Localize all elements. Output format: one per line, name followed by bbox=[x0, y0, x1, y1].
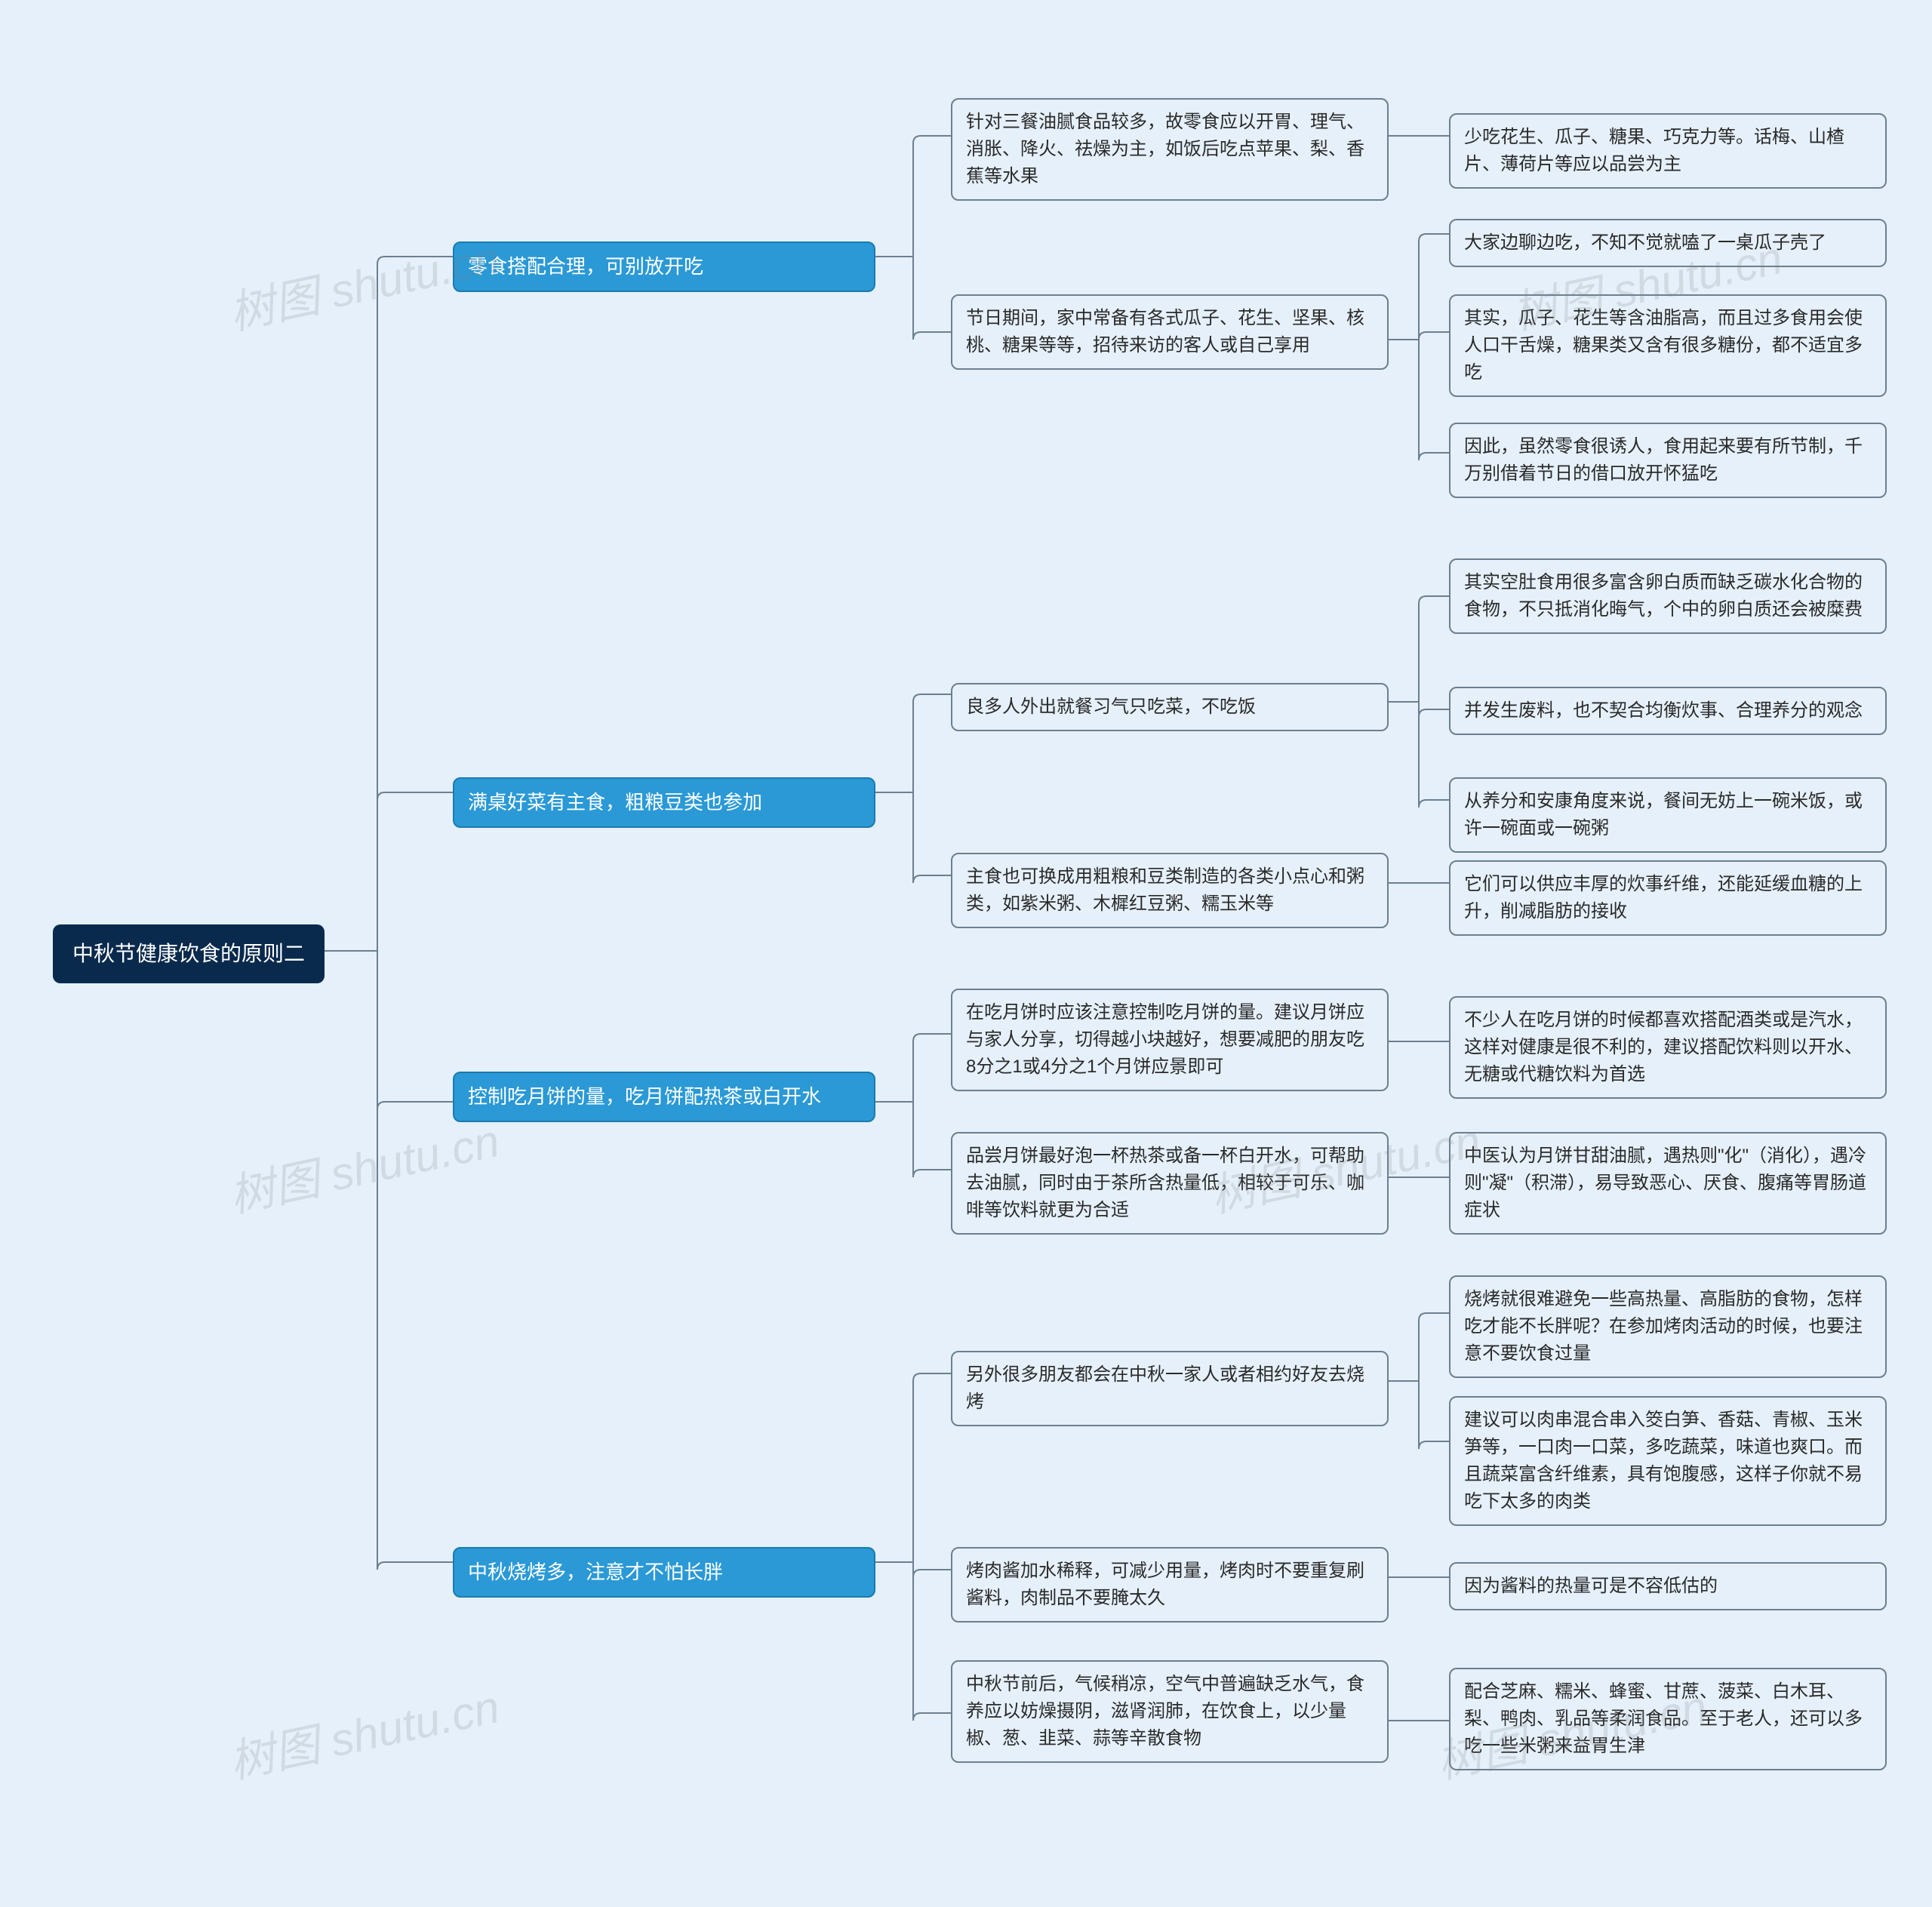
branch-4-child-1[interactable]: 烤肉酱加水稀释，可减少用量，烤肉时不要重复刷酱料，肉制品不要腌太久 bbox=[951, 1547, 1389, 1622]
branch-4-child-2-leaf-0[interactable]: 配合芝麻、糯米、蜂蜜、甘蔗、菠菜、白木耳、梨、鸭肉、乳品等柔润食品。至于老人，还… bbox=[1449, 1668, 1887, 1770]
branch-1-label: 零食搭配合理，可别放开吃 bbox=[468, 255, 703, 278]
node-label: 主食也可换成用粗粮和豆类制造的各类小点心和粥类，如紫米粥、木樨红豆粥、糯玉米等 bbox=[966, 866, 1364, 914]
node-label: 中秋节前后，气候稍凉，空气中普遍缺乏水气，食养应以妨燥摄阴，滋肾润肺，在饮食上，… bbox=[966, 1674, 1364, 1749]
node-label: 节日期间，家中常备有各式瓜子、花生、坚果、核桃、糖果等等，招待来访的客人或自己享… bbox=[966, 308, 1364, 355]
watermark: 树图 shutu.cn bbox=[223, 1670, 505, 1792]
watermark: 树图 shutu.cn bbox=[223, 1104, 505, 1226]
node-label: 从养分和安康角度来说，餐间无妨上一碗米饭，或许一碗面或一碗粥 bbox=[1464, 791, 1863, 838]
branch-4[interactable]: 中秋烧烤多，注意才不怕长胖 bbox=[453, 1547, 875, 1598]
branch-1-child-1-leaf-0[interactable]: 大家边聊边吃，不知不觉就嗑了一桌瓜子壳了 bbox=[1449, 219, 1887, 267]
node-label: 因为酱料的热量可是不容低估的 bbox=[1464, 1576, 1718, 1596]
branch-3-child-0[interactable]: 在吃月饼时应该注意控制吃月饼的量。建议月饼应与家人分享，切得越小块越好，想要减肥… bbox=[951, 989, 1389, 1091]
branch-1-child-1[interactable]: 节日期间，家中常备有各式瓜子、花生、坚果、核桃、糖果等等，招待来访的客人或自己享… bbox=[951, 294, 1389, 370]
node-label: 良多人外出就餐习气只吃菜，不吃饭 bbox=[966, 697, 1256, 717]
branch-4-child-0-leaf-1[interactable]: 建议可以肉串混合串入筊白笋、香菇、青椒、玉米笋等，一口肉一口菜，多吃蔬菜，味道也… bbox=[1449, 1396, 1887, 1526]
branch-4-child-0[interactable]: 另外很多朋友都会在中秋一家人或者相约好友去烧烤 bbox=[951, 1351, 1389, 1426]
branch-3-child-0-leaf-0[interactable]: 不少人在吃月饼的时候都喜欢搭配酒类或是汽水，这样对健康是很不利的，建议搭配饮料则… bbox=[1449, 996, 1887, 1099]
node-label: 中医认为月饼甘甜油腻，遇热则"化"（消化），遇冷则"凝"（积滞），易导致恶心、厌… bbox=[1464, 1146, 1866, 1220]
branch-2-child-0-leaf-0[interactable]: 其实空肚食用很多富含卵白质而缺乏碳水化合物的食物，不只抵消化晦气，个中的卵白质还… bbox=[1449, 558, 1887, 634]
branch-3-child-1[interactable]: 品尝月饼最好泡一杯热茶或备一杯白开水，可帮助去油腻，同时由于茶所含热量低，相较于… bbox=[951, 1132, 1389, 1235]
branch-2-child-0-leaf-2[interactable]: 从养分和安康角度来说，餐间无妨上一碗米饭，或许一碗面或一碗粥 bbox=[1449, 777, 1887, 853]
branch-1[interactable]: 零食搭配合理，可别放开吃 bbox=[453, 241, 875, 292]
node-label: 它们可以供应丰厚的炊事纤维，还能延缓血糖的上升，削减脂肪的接收 bbox=[1464, 874, 1863, 921]
branch-3-label: 控制吃月饼的量，吃月饼配热茶或白开水 bbox=[468, 1085, 821, 1108]
node-label: 烧烤就很难避免一些高热量、高脂肪的食物，怎样吃才能不长胖呢？在参加烤肉活动的时候… bbox=[1464, 1289, 1863, 1364]
branch-2-label: 满桌好菜有主食，粗粮豆类也参加 bbox=[468, 791, 762, 814]
root-node[interactable]: 中秋节健康饮食的原则二 bbox=[53, 924, 325, 983]
branch-2-child-1[interactable]: 主食也可换成用粗粮和豆类制造的各类小点心和粥类，如紫米粥、木樨红豆粥、糯玉米等 bbox=[951, 853, 1389, 928]
node-label: 另外很多朋友都会在中秋一家人或者相约好友去烧烤 bbox=[966, 1364, 1364, 1412]
node-label: 配合芝麻、糯米、蜂蜜、甘蔗、菠菜、白木耳、梨、鸭肉、乳品等柔润食品。至于老人，还… bbox=[1464, 1681, 1863, 1756]
branch-1-child-0[interactable]: 针对三餐油腻食品较多，故零食应以开胃、理气、消胀、降火、祛燥为主，如饭后吃点苹果… bbox=[951, 98, 1389, 201]
branch-1-child-1-leaf-2[interactable]: 因此，虽然零食很诱人，食用起来要有所节制，千万别借着节日的借口放开怀猛吃 bbox=[1449, 423, 1887, 498]
branch-3[interactable]: 控制吃月饼的量，吃月饼配热茶或白开水 bbox=[453, 1072, 875, 1122]
node-label: 建议可以肉串混合串入筊白笋、香菇、青椒、玉米笋等，一口肉一口菜，多吃蔬菜，味道也… bbox=[1464, 1410, 1863, 1512]
node-label: 在吃月饼时应该注意控制吃月饼的量。建议月饼应与家人分享，切得越小块越好，想要减肥… bbox=[966, 1002, 1364, 1077]
branch-3-child-1-leaf-0[interactable]: 中医认为月饼甘甜油腻，遇热则"化"（消化），遇冷则"凝"（积滞），易导致恶心、厌… bbox=[1449, 1132, 1887, 1235]
node-label: 因此，虽然零食很诱人，食用起来要有所节制，千万别借着节日的借口放开怀猛吃 bbox=[1464, 436, 1863, 484]
node-label: 不少人在吃月饼的时候都喜欢搭配酒类或是汽水，这样对健康是很不利的，建议搭配饮料则… bbox=[1464, 1010, 1863, 1084]
node-label: 其实空肚食用很多富含卵白质而缺乏碳水化合物的食物，不只抵消化晦气，个中的卵白质还… bbox=[1464, 572, 1863, 620]
branch-2-child-1-leaf-0[interactable]: 它们可以供应丰厚的炊事纤维，还能延缓血糖的上升，削减脂肪的接收 bbox=[1449, 860, 1887, 936]
node-label: 并发生废料，也不契合均衡炊事、合理养分的观念 bbox=[1464, 700, 1863, 721]
node-label: 针对三餐油腻食品较多，故零食应以开胃、理气、消胀、降火、祛燥为主，如饭后吃点苹果… bbox=[966, 112, 1364, 186]
node-label: 其实，瓜子、花生等含油脂高，而且过多食用会使人口干舌燥，糖果类又含有很多糖份，都… bbox=[1464, 308, 1863, 383]
root-label: 中秋节健康饮食的原则二 bbox=[72, 942, 305, 965]
node-label: 少吃花生、瓜子、糖果、巧克力等。话梅、山楂片、薄荷片等应以品尝为主 bbox=[1464, 127, 1844, 174]
branch-4-child-1-leaf-0[interactable]: 因为酱料的热量可是不容低估的 bbox=[1449, 1562, 1887, 1610]
branch-1-child-1-leaf-1[interactable]: 其实，瓜子、花生等含油脂高，而且过多食用会使人口干舌燥，糖果类又含有很多糖份，都… bbox=[1449, 294, 1887, 397]
branch-4-child-0-leaf-0[interactable]: 烧烤就很难避免一些高热量、高脂肪的食物，怎样吃才能不长胖呢？在参加烤肉活动的时候… bbox=[1449, 1275, 1887, 1378]
branch-2[interactable]: 满桌好菜有主食，粗粮豆类也参加 bbox=[453, 777, 875, 828]
branch-4-child-2[interactable]: 中秋节前后，气候稍凉，空气中普遍缺乏水气，食养应以妨燥摄阴，滋肾润肺，在饮食上，… bbox=[951, 1660, 1389, 1763]
branch-4-label: 中秋烧烤多，注意才不怕长胖 bbox=[468, 1561, 723, 1583]
branch-2-child-0-leaf-1[interactable]: 并发生废料，也不契合均衡炊事、合理养分的观念 bbox=[1449, 687, 1887, 735]
node-label: 烤肉酱加水稀释，可减少用量，烤肉时不要重复刷酱料，肉制品不要腌太久 bbox=[966, 1561, 1364, 1608]
node-label: 大家边聊边吃，不知不觉就嗑了一桌瓜子壳了 bbox=[1464, 232, 1826, 253]
branch-2-child-0[interactable]: 良多人外出就餐习气只吃菜，不吃饭 bbox=[951, 683, 1389, 731]
node-label: 品尝月饼最好泡一杯热茶或备一杯白开水，可帮助去油腻，同时由于茶所含热量低，相较于… bbox=[966, 1146, 1364, 1220]
branch-1-child-0-leaf-0[interactable]: 少吃花生、瓜子、糖果、巧克力等。话梅、山楂片、薄荷片等应以品尝为主 bbox=[1449, 113, 1887, 189]
